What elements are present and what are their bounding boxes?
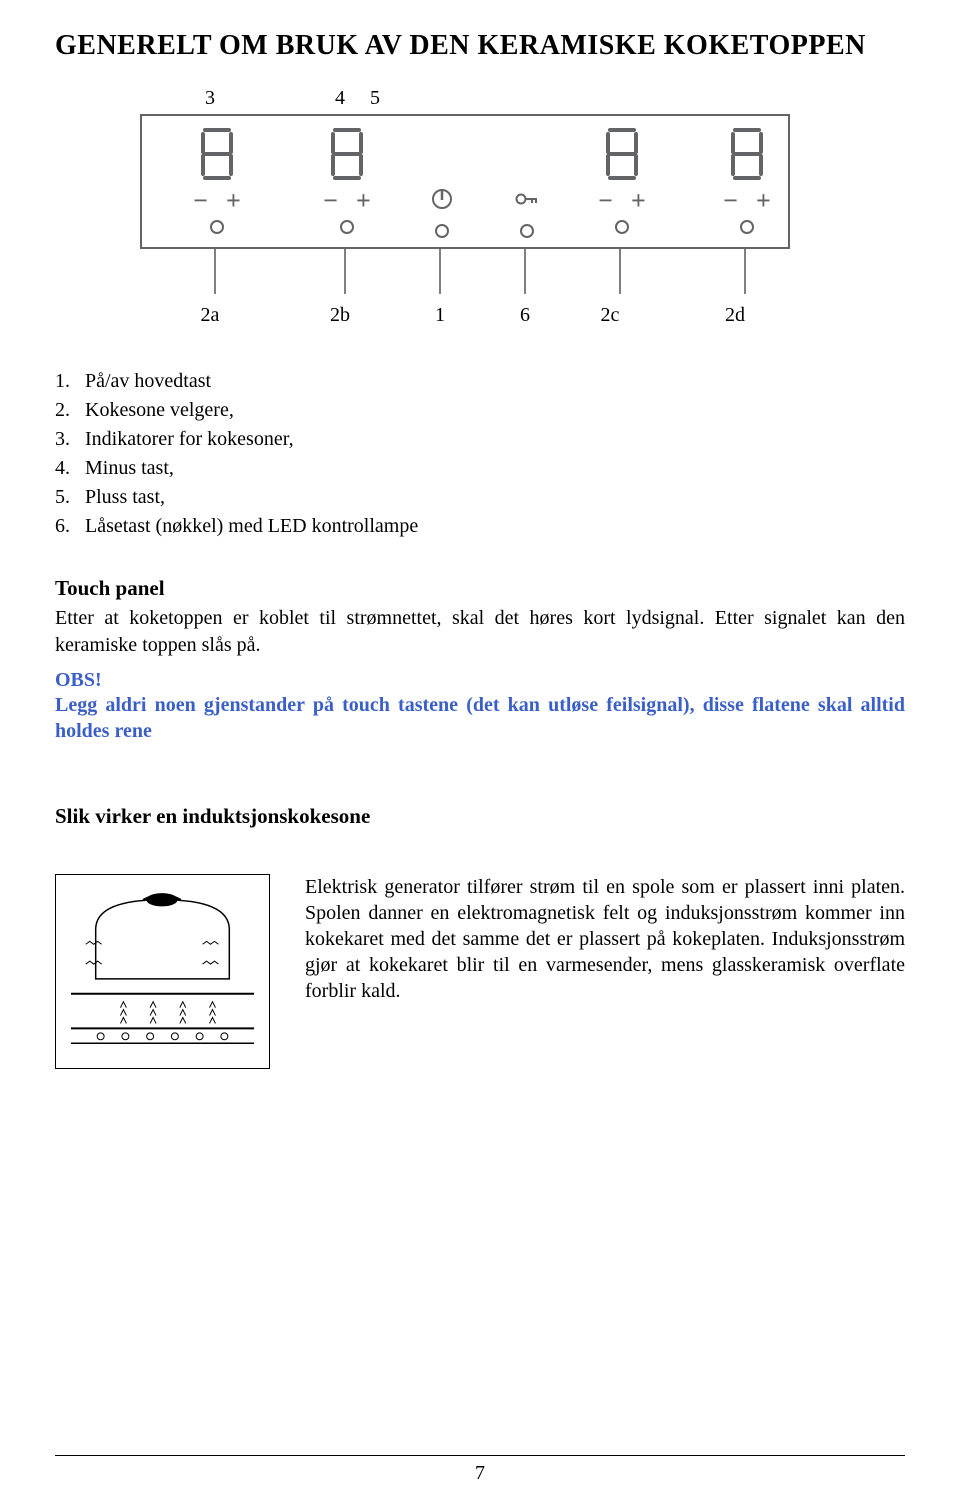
power-led [435, 224, 449, 238]
minus-icon: − [723, 188, 738, 214]
legend-num: 1. [55, 367, 85, 396]
legend-text: Pluss tast, [85, 483, 165, 512]
key-icon [515, 188, 539, 210]
page-title: GENERELT OM BRUK AV DEN KERAMISKE KOKETO… [55, 30, 905, 62]
legend-num: 2. [55, 396, 85, 425]
callout-2c: 2c [590, 304, 630, 327]
legend-num: 5. [55, 483, 85, 512]
callout-2a: 2a [190, 304, 230, 327]
zone-c-display [602, 126, 642, 182]
zone-a-display [197, 126, 237, 182]
legend-text: Indikatorer for kokesoner, [85, 425, 294, 454]
induction-figure [55, 874, 270, 1069]
callout-3: 3 [195, 87, 225, 110]
callout-4: 4 [325, 87, 355, 110]
power-icon [431, 188, 453, 210]
page-number: 7 [475, 1462, 485, 1484]
minus-icon: − [598, 188, 613, 214]
plus-icon: + [226, 188, 241, 214]
zone-b-display [327, 126, 367, 182]
touch-panel-body: Etter at koketoppen er koblet til strømn… [55, 605, 905, 659]
zone-c-led [615, 220, 629, 234]
zone-b-led [340, 220, 354, 234]
zone-d-led [740, 220, 754, 234]
legend-text: På/av hovedtast [85, 367, 211, 396]
plus-icon: + [756, 188, 771, 214]
lock-button-group [512, 188, 542, 238]
zone-a-group: −+ [182, 126, 252, 234]
legend-num: 6. [55, 512, 85, 541]
plus-icon: + [631, 188, 646, 214]
zone-b-group: −+ [312, 126, 382, 234]
zone-a-led [210, 220, 224, 234]
induction-body: Elektrisk generator tilfører strøm til e… [305, 874, 905, 1004]
zone-c-group: −+ [587, 126, 657, 234]
induction-heading: Slik virker en induktsjonskokesone [55, 804, 905, 829]
callout-2b: 2b [320, 304, 360, 327]
callout-2d: 2d [715, 304, 755, 327]
callout-1: 1 [430, 304, 450, 327]
legend-list: 1.På/av hovedtast 2.Kokesone velgere, 3.… [55, 367, 905, 541]
legend-text: Kokesone velgere, [85, 396, 234, 425]
legend-text: Minus tast, [85, 454, 174, 483]
touch-panel-heading: Touch panel [55, 576, 905, 601]
footer-rule [55, 1455, 905, 1456]
lock-led [520, 224, 534, 238]
legend-num: 4. [55, 454, 85, 483]
zone-d-group: −+ [712, 126, 782, 234]
power-button-group [427, 188, 457, 238]
minus-icon: − [193, 188, 208, 214]
control-panel-diagram: 3 4 5 −+ [140, 87, 905, 327]
obs-body: Legg aldri noen gjenstander på touch tas… [55, 692, 905, 744]
zone-d-display [727, 126, 767, 182]
legend-num: 3. [55, 425, 85, 454]
minus-icon: − [323, 188, 338, 214]
callout-6: 6 [515, 304, 535, 327]
obs-label: OBS! [55, 669, 905, 692]
callout-5: 5 [360, 87, 390, 110]
plus-icon: + [356, 188, 371, 214]
legend-text: Låsetast (nøkkel) med LED kontrollampe [85, 512, 418, 541]
